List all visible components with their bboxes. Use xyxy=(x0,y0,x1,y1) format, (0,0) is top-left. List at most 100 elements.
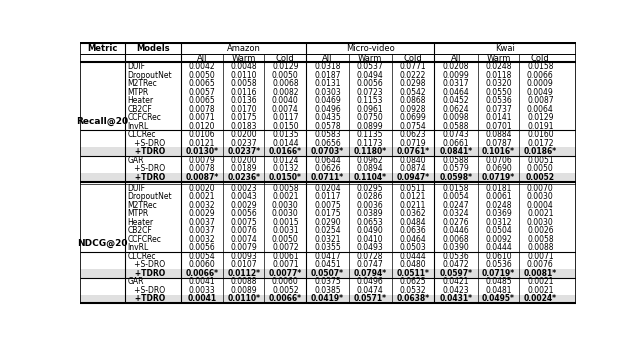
Text: 0.0072: 0.0072 xyxy=(272,243,299,252)
Text: 0.0211: 0.0211 xyxy=(399,201,426,210)
Text: 0.0078: 0.0078 xyxy=(189,164,216,173)
Text: 0.0653: 0.0653 xyxy=(357,218,383,227)
Text: Recall@20: Recall@20 xyxy=(76,117,129,126)
Text: 0.0771: 0.0771 xyxy=(399,62,426,71)
Text: 0.0750: 0.0750 xyxy=(357,113,383,122)
Text: 0.1180*: 0.1180* xyxy=(354,147,387,156)
Text: 0.0588: 0.0588 xyxy=(443,156,469,165)
Text: 0.0189: 0.0189 xyxy=(230,164,257,173)
Text: 0.0056: 0.0056 xyxy=(230,209,257,218)
Text: 0.0511*: 0.0511* xyxy=(396,269,429,278)
Text: 0.0597*: 0.0597* xyxy=(440,269,472,278)
Text: 0.0183: 0.0183 xyxy=(230,122,257,131)
Text: 0.1104*: 0.1104* xyxy=(354,173,387,182)
Text: 0.0542: 0.0542 xyxy=(399,88,426,96)
Text: +TDRO: +TDRO xyxy=(127,295,166,303)
Text: 0.0066: 0.0066 xyxy=(527,70,554,80)
Text: 0.0106: 0.0106 xyxy=(189,130,216,139)
Text: 0.0026: 0.0026 xyxy=(527,226,554,235)
Text: DUIF: DUIF xyxy=(127,62,145,71)
Text: 0.0884: 0.0884 xyxy=(485,130,512,139)
Text: 0.0032: 0.0032 xyxy=(189,201,216,210)
Text: 0.0472: 0.0472 xyxy=(443,260,469,269)
Text: 0.0172: 0.0172 xyxy=(527,139,554,148)
Text: 0.0661: 0.0661 xyxy=(443,139,469,148)
Text: 0.0068: 0.0068 xyxy=(443,235,469,244)
Text: 0.0355: 0.0355 xyxy=(314,243,341,252)
Text: 0.0894: 0.0894 xyxy=(357,164,383,173)
Text: 0.0037: 0.0037 xyxy=(189,226,216,235)
Text: 0.0375: 0.0375 xyxy=(314,277,341,287)
Text: 0.0295: 0.0295 xyxy=(357,184,383,193)
Text: 0.0030: 0.0030 xyxy=(527,192,554,201)
Text: Kwai: Kwai xyxy=(495,44,515,53)
Text: 0.0087*: 0.0087* xyxy=(186,173,219,182)
Text: 0.0121: 0.0121 xyxy=(399,192,426,201)
Text: Cold: Cold xyxy=(403,54,422,63)
Text: 0.0124: 0.0124 xyxy=(272,156,299,165)
Text: 0.0158: 0.0158 xyxy=(527,62,554,71)
Text: 0.0056: 0.0056 xyxy=(357,79,383,88)
Text: 0.0036: 0.0036 xyxy=(357,201,383,210)
Text: 0.0074: 0.0074 xyxy=(272,105,299,114)
Bar xyxy=(80,295,576,303)
Text: 0.0222: 0.0222 xyxy=(399,70,426,80)
Text: 0.0579: 0.0579 xyxy=(442,164,469,173)
Text: 0.0254: 0.0254 xyxy=(314,226,341,235)
Text: 0.0435: 0.0435 xyxy=(314,113,341,122)
Text: 0.0496: 0.0496 xyxy=(357,277,383,287)
Text: 0.0928: 0.0928 xyxy=(399,105,426,114)
Text: 0.0116: 0.0116 xyxy=(230,88,257,96)
Text: 0.0578: 0.0578 xyxy=(314,122,341,131)
Text: 0.0150: 0.0150 xyxy=(272,122,299,131)
Text: 0.0099: 0.0099 xyxy=(442,70,469,80)
Text: 0.0385: 0.0385 xyxy=(314,286,341,295)
Text: 0.0048: 0.0048 xyxy=(230,62,257,71)
Text: 0.0041: 0.0041 xyxy=(189,277,216,287)
Text: 0.0098: 0.0098 xyxy=(443,113,469,122)
Text: 0.0236*: 0.0236* xyxy=(227,173,260,182)
Text: 0.0624: 0.0624 xyxy=(443,105,469,114)
Text: 0.0390: 0.0390 xyxy=(442,243,469,252)
Text: 0.0191: 0.0191 xyxy=(527,122,554,131)
Text: 0.0107: 0.0107 xyxy=(230,260,257,269)
Text: 0.0464: 0.0464 xyxy=(399,235,426,244)
Text: 0.0536: 0.0536 xyxy=(485,260,512,269)
Text: 0.0021: 0.0021 xyxy=(272,192,299,201)
Text: 0.0052: 0.0052 xyxy=(272,286,299,295)
Text: 0.0052: 0.0052 xyxy=(526,173,555,182)
Text: 0.0074: 0.0074 xyxy=(230,235,257,244)
Text: 0.0451: 0.0451 xyxy=(314,260,341,269)
Text: 0.0237: 0.0237 xyxy=(230,139,257,148)
Text: InvRL: InvRL xyxy=(127,122,148,131)
Text: 0.0537: 0.0537 xyxy=(357,62,383,71)
Text: 0.0088: 0.0088 xyxy=(527,243,554,252)
Text: Metric: Metric xyxy=(87,44,118,53)
Text: 0.0021: 0.0021 xyxy=(527,209,554,218)
Text: 0.0078: 0.0078 xyxy=(189,105,216,114)
Text: 0.0495*: 0.0495* xyxy=(482,295,515,303)
Text: 0.0787: 0.0787 xyxy=(485,139,512,148)
Text: 0.0110*: 0.0110* xyxy=(227,295,260,303)
Text: 0.0636: 0.0636 xyxy=(399,226,426,235)
Text: 0.0051: 0.0051 xyxy=(527,156,554,165)
Text: 0.0711*: 0.0711* xyxy=(311,173,344,182)
Text: 0.0037: 0.0037 xyxy=(189,218,216,227)
Text: 0.0088: 0.0088 xyxy=(230,277,257,287)
Text: CCFCRec: CCFCRec xyxy=(127,113,161,122)
Text: 0.0136: 0.0136 xyxy=(230,96,257,105)
Text: 0.0623: 0.0623 xyxy=(399,130,426,139)
Text: 0.0598*: 0.0598* xyxy=(440,173,472,182)
Text: Warm: Warm xyxy=(486,54,511,63)
Text: 0.0023: 0.0023 xyxy=(230,184,257,193)
Text: 0.0690: 0.0690 xyxy=(485,164,512,173)
Text: 0.0118: 0.0118 xyxy=(485,70,512,80)
Text: 0.0060: 0.0060 xyxy=(272,277,299,287)
Text: Heater: Heater xyxy=(127,96,154,105)
Text: CB2CF: CB2CF xyxy=(127,105,152,114)
Text: +TDRO: +TDRO xyxy=(127,147,166,156)
Text: 0.0015: 0.0015 xyxy=(272,218,299,227)
Text: 0.1016*: 0.1016* xyxy=(482,147,515,156)
Text: DUIF: DUIF xyxy=(127,184,145,193)
Text: 0.0446: 0.0446 xyxy=(442,226,469,235)
